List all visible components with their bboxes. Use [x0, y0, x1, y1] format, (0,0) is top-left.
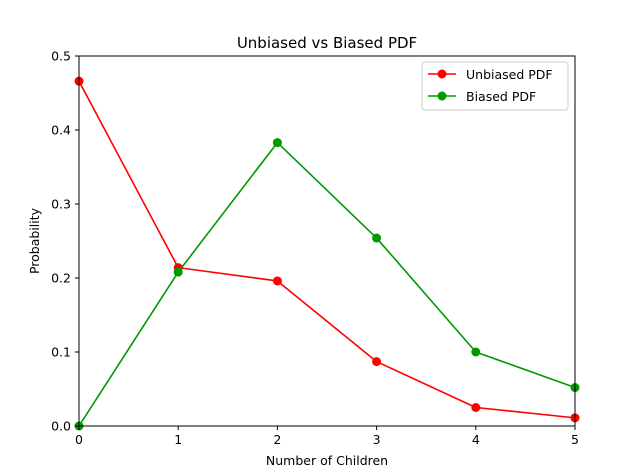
y-axis-ticks: 0.0 0.1 0.2 0.3 0.4 0.5 — [51, 49, 79, 434]
x-tick-label: 0 — [75, 432, 83, 447]
x-tick-label: 3 — [373, 432, 381, 447]
y-tick-label: 0.1 — [51, 345, 71, 360]
data-point-biased-pdf — [272, 138, 282, 148]
series-line-unbiased-pdf — [78, 80, 576, 419]
y-tick-label: 0.0 — [51, 419, 71, 434]
series-line-biased-pdf — [78, 141, 576, 427]
x-tick-label: 1 — [174, 432, 182, 447]
y-tick-label: 0.4 — [51, 123, 71, 138]
x-axis-label: Number of Children — [266, 453, 388, 468]
plot-area-frame — [78, 55, 576, 427]
legend: Unbiased PDF Biased PDF — [421, 61, 569, 111]
legend-marker-unbiased — [437, 69, 447, 79]
y-axis-label: Probability — [27, 207, 42, 274]
data-point-biased-pdf — [372, 233, 382, 243]
legend-box — [421, 61, 569, 111]
x-tick-label: 2 — [273, 432, 281, 447]
x-axis-ticks: 0 1 2 3 4 5 — [75, 426, 579, 447]
x-tick-label: 4 — [472, 432, 480, 447]
data-point-unbiased-pdf — [471, 403, 481, 412]
data-point-biased-pdf — [471, 347, 481, 357]
data-point-unbiased-pdf — [272, 276, 282, 286]
y-tick-label: 0.5 — [51, 49, 71, 64]
x-tick-label: 5 — [571, 432, 579, 447]
y-tick-label: 0.3 — [51, 197, 71, 212]
legend-marker-biased — [437, 91, 447, 101]
legend-label-unbiased: Unbiased PDF — [466, 67, 553, 82]
data-point-biased-pdf — [173, 267, 183, 277]
legend-label-biased: Biased PDF — [466, 89, 536, 104]
data-point-unbiased-pdf — [372, 357, 382, 367]
y-tick-label: 0.2 — [51, 271, 71, 286]
chart-title: Unbiased vs Biased PDF — [237, 34, 417, 52]
